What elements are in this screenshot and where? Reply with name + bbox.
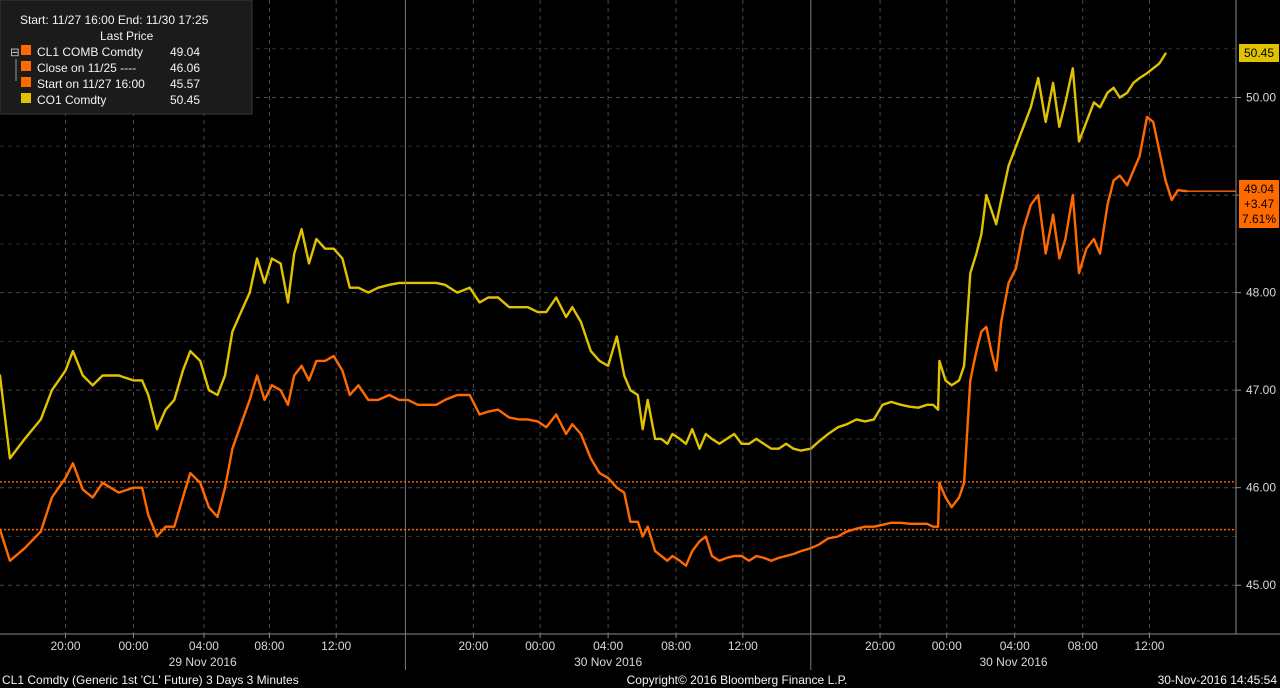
time-tick-label: 20:00 xyxy=(865,639,895,653)
legend-swatch xyxy=(21,77,31,87)
time-tick-label: 04:00 xyxy=(593,639,623,653)
orange-last-value: 49.04 xyxy=(1244,182,1274,196)
time-tick-label: 00:00 xyxy=(118,639,148,653)
field-text: Last Price xyxy=(100,29,154,43)
legend-row-co1: CO1 Comdty 50.45 xyxy=(21,93,200,107)
yellow-last-value: 50.45 xyxy=(1244,46,1274,60)
reference-lines xyxy=(0,481,1236,531)
legend-swatch xyxy=(21,93,31,103)
price-tick-label: 48.00 xyxy=(1246,286,1276,300)
legend: Start: 11/27 16:00 End: 11/30 17:25 Last… xyxy=(0,0,253,115)
footer-left: CL1 Comdty (Generic 1st 'CL' Future) 3 D… xyxy=(2,673,299,687)
legend-swatch xyxy=(21,45,31,55)
orange-last-badge xyxy=(1239,180,1279,228)
time-axis: 20:00 00:00 04:00 08:00 12:00 20:00 00:00 04:00… xyxy=(0,0,1280,670)
legend-label: Close on 11/25 ---- xyxy=(37,61,136,75)
time-tick-label: 08:00 xyxy=(1068,639,1098,653)
range-text: Start: 11/27 16:00 End: 11/30 17:25 xyxy=(20,13,209,27)
legend-swatch xyxy=(21,61,31,71)
co1-series-line xyxy=(0,52,1167,460)
price-tick-label: 46.00 xyxy=(1246,481,1276,495)
time-tick-label: 00:00 xyxy=(932,639,962,653)
footer-right: 30-Nov-2016 14:45:54 xyxy=(1158,673,1278,687)
legend-value: 45.57 xyxy=(170,77,200,91)
price-tick-label: 45.00 xyxy=(1246,578,1276,592)
date-label: 30 Nov 2016 xyxy=(979,655,1047,669)
time-tick-label: 04:00 xyxy=(189,639,219,653)
footer: CL1 Comdty (Generic 1st 'CL' Future) 3 D… xyxy=(0,671,1280,688)
legend-value: 46.06 xyxy=(170,61,200,75)
date-label: 30 Nov 2016 xyxy=(574,655,642,669)
legend-value: 49.04 xyxy=(170,45,200,59)
time-tick-label: 12:00 xyxy=(728,639,758,653)
legend-value: 50.45 xyxy=(170,93,200,107)
last-value-labels: 50.45 49.04 +3.47 7.61% xyxy=(1239,44,1279,228)
time-tick-label: 08:00 xyxy=(254,639,284,653)
orange-percent: 7.61% xyxy=(1242,212,1276,226)
orange-change: +3.47 xyxy=(1244,197,1275,211)
date-label: 29 Nov 2016 xyxy=(169,655,237,669)
legend-label: CL1 COMB Comdty xyxy=(37,45,143,59)
time-tick-label: 12:00 xyxy=(1134,639,1164,653)
time-tick-label: 04:00 xyxy=(1000,639,1030,653)
legend-label: Start on 11/27 16:00 xyxy=(37,77,145,91)
time-tick-label: 12:00 xyxy=(321,639,351,653)
footer-center: Copyright© 2016 Bloomberg Finance L.P. xyxy=(627,673,848,687)
legend-tree-icon: ⊟ xyxy=(10,47,20,59)
legend-row-cl1: ⊟ CL1 COMB Comdty 49.04 xyxy=(10,45,200,59)
yellow-last-badge xyxy=(1239,44,1279,62)
legend-row-start: Start on 11/27 16:00 45.57 xyxy=(21,77,200,91)
cl1-series-line xyxy=(0,115,1188,567)
time-tick-label: 00:00 xyxy=(525,639,555,653)
price-tick-label: 47.00 xyxy=(1246,383,1276,397)
time-tick-label: 08:00 xyxy=(661,639,691,653)
time-tick-label: 20:00 xyxy=(50,639,80,653)
price-tick-label: 50.00 xyxy=(1246,91,1276,105)
legend-label: CO1 Comdty xyxy=(37,93,106,107)
legend-row-close: Close on 11/25 ---- 46.06 xyxy=(15,59,200,81)
series-lines xyxy=(0,52,1236,567)
time-tick-label: 20:00 xyxy=(458,639,488,653)
